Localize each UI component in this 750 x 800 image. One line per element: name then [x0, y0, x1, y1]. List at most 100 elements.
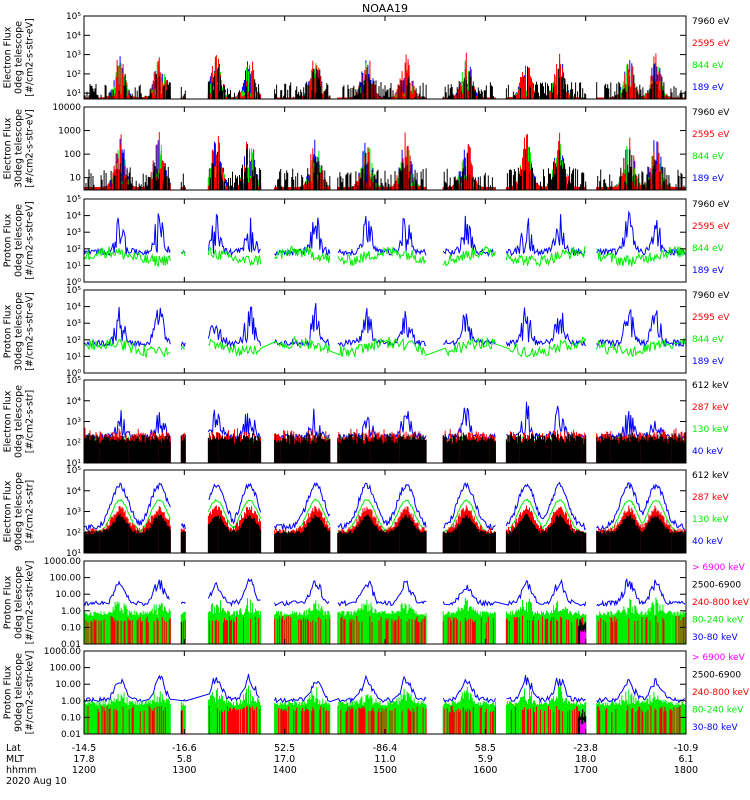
y-axis-label-line: [#/cm2-s-str-eV] [25, 18, 36, 97]
y-tick-label: 10² [66, 245, 81, 255]
series-blue [84, 577, 686, 608]
series-blue [84, 673, 686, 704]
x-row-value: 6.1 [678, 754, 693, 765]
legend-entry: 2595 eV [692, 313, 730, 323]
x-row-value: 1400 [273, 765, 297, 776]
y-tick-label: 10⁴ [66, 31, 81, 41]
legend-entry: 240-800 keV [692, 688, 750, 698]
series-green [84, 335, 686, 359]
y-axis-label-line: 30deg telescope [14, 109, 25, 188]
y-axis-label-line: MEPED [0, 586, 3, 619]
legend-entry: 2595 eV [692, 222, 730, 232]
y-tick-label: 10² [66, 438, 81, 448]
panel-ted_p0-data [84, 210, 686, 268]
y-axis-label: MEPEDProton Flux90deg telescope[#/cm2-s-… [0, 651, 36, 735]
x-row-value: 5.9 [478, 754, 493, 765]
y-axis-label-line: Electron Flux [3, 26, 14, 88]
y-tick-label: 10¹ [66, 89, 81, 99]
x-row-label: hhmm [6, 765, 37, 776]
panel-meped_p0: 0.01 0.10 1.00 10.00 100.00 1000.00 MEPEDProto… [0, 557, 750, 650]
y-tick-label: 100.00 [50, 574, 82, 584]
x-row-value: 18.0 [575, 754, 596, 765]
panel-frame [83, 198, 687, 283]
y-axis-label-line: MEPED [0, 405, 3, 438]
y-tick-label: 100.00 [50, 664, 82, 674]
y-tick-label: 10⁵ [66, 376, 81, 386]
legend-entry: 189 eV [692, 357, 725, 367]
y-tick-label: 10¹ [66, 549, 81, 559]
y-tick-label: 0.10 [61, 623, 81, 633]
x-row-value: 17.0 [274, 754, 295, 765]
legend-entry: 287 keV [692, 403, 729, 413]
y-axis-label: TEDElectron Flux30deg telescope[#/cm2-s-… [0, 109, 36, 188]
y-axis-label-line: 0deg telescope [14, 21, 25, 94]
x-row-label: Lat [6, 743, 21, 754]
y-axis-label: MEPEDElectron Flux0deg telescope[#/cm2-s… [0, 385, 36, 458]
legend-entry: 612 keV [692, 471, 729, 481]
y-tick-label: 10³ [66, 319, 81, 329]
x-row-value: 1600 [473, 765, 497, 776]
y-tick-label: 1000 [58, 127, 81, 137]
panel-ted_e30: 10 100 1000 10000 TEDElectron Flux30deg tele… [0, 103, 730, 191]
legend-entry: 40 keV [692, 537, 724, 547]
y-axis-label-line: [#/cm2-s-str-keV] [25, 561, 36, 645]
y-tick-label: 0.10 [61, 713, 81, 723]
series-magenta [580, 720, 587, 734]
series-red [85, 615, 685, 644]
series-green [84, 245, 686, 268]
y-tick-label: 10² [66, 70, 81, 80]
legend-entry: 189 eV [692, 266, 725, 276]
legend-entry: 40 keV [692, 447, 724, 457]
y-tick-label: 10³ [66, 228, 81, 238]
legend-entry: 2500-6900 [692, 671, 741, 681]
y-axis-label-line: TED [0, 48, 3, 68]
y-tick-label: 10⁵ [66, 12, 81, 22]
legend-entry: 2595 eV [692, 130, 730, 140]
legend-entry: 80-240 keV [692, 616, 744, 626]
x-row-value: -23.8 [573, 743, 598, 754]
y-axis-label-line: 90deg telescope [14, 472, 25, 551]
panel-ted_e0-data [84, 52, 686, 99]
y-axis-label-line: MEPED [0, 495, 3, 528]
x-row-value: 1200 [72, 765, 96, 776]
y-tick-label: 10⁰ [66, 369, 81, 379]
y-axis-label-line: Electron Flux [3, 117, 14, 179]
panel-frame [83, 289, 687, 374]
series-magenta [580, 629, 587, 644]
y-axis-label-line: Proton Flux [3, 575, 14, 629]
y-axis-label: TEDProton Flux30deg telescope[#/cm2-s-st… [0, 292, 36, 371]
y-tick-label: 1.00 [61, 697, 81, 707]
legend-entry: 80-240 keV [692, 706, 744, 716]
panel-meped_e0: 10¹ 10² 10³ 10⁴ 10⁵ MEPEDElectron Flux0deg te… [0, 376, 729, 469]
legend-entry: 7960 eV [692, 291, 730, 301]
series-black [84, 513, 686, 553]
legend-entry: 189 eV [692, 83, 725, 93]
series-red [87, 705, 681, 734]
series-black [84, 64, 686, 99]
x-row-value: 58.5 [475, 743, 496, 754]
y-tick-label: 10.00 [55, 680, 81, 690]
x-row-value: 5.8 [177, 754, 192, 765]
legend-entry: 7960 eV [692, 200, 730, 210]
series-black [85, 149, 685, 190]
legend-entry: 844 eV [692, 152, 725, 162]
y-tick-label: 0.01 [61, 640, 81, 650]
y-tick-label: 10⁴ [66, 397, 81, 407]
y-axis-label-line: Electron Flux [3, 480, 14, 542]
panel-meped_p90: 0.01 0.10 1.00 10.00 100.00 1000.00 MEPEDProto… [0, 647, 750, 740]
y-tick-label: 10⁴ [66, 212, 81, 222]
y-axis-label-line: 0deg telescope [14, 566, 25, 639]
y-tick-label: 1.00 [61, 607, 81, 617]
y-axis-label-line: 90deg telescope [14, 653, 25, 732]
legend-entry: 287 keV [692, 493, 729, 503]
panel-ted_p30-data [84, 303, 686, 359]
y-tick-label: 10² [66, 528, 81, 538]
series-black [84, 432, 686, 463]
y-tick-label: 10¹ [66, 352, 81, 362]
y-axis-label-line: Electron Flux [3, 390, 14, 452]
x-row-value: 1300 [172, 765, 196, 776]
legend-entry: 30-80 keV [692, 723, 738, 733]
legend-entry: 130 keV [692, 425, 729, 435]
y-tick-label: 10000 [52, 103, 81, 113]
y-axis-label-line: 0deg telescope [14, 204, 25, 277]
